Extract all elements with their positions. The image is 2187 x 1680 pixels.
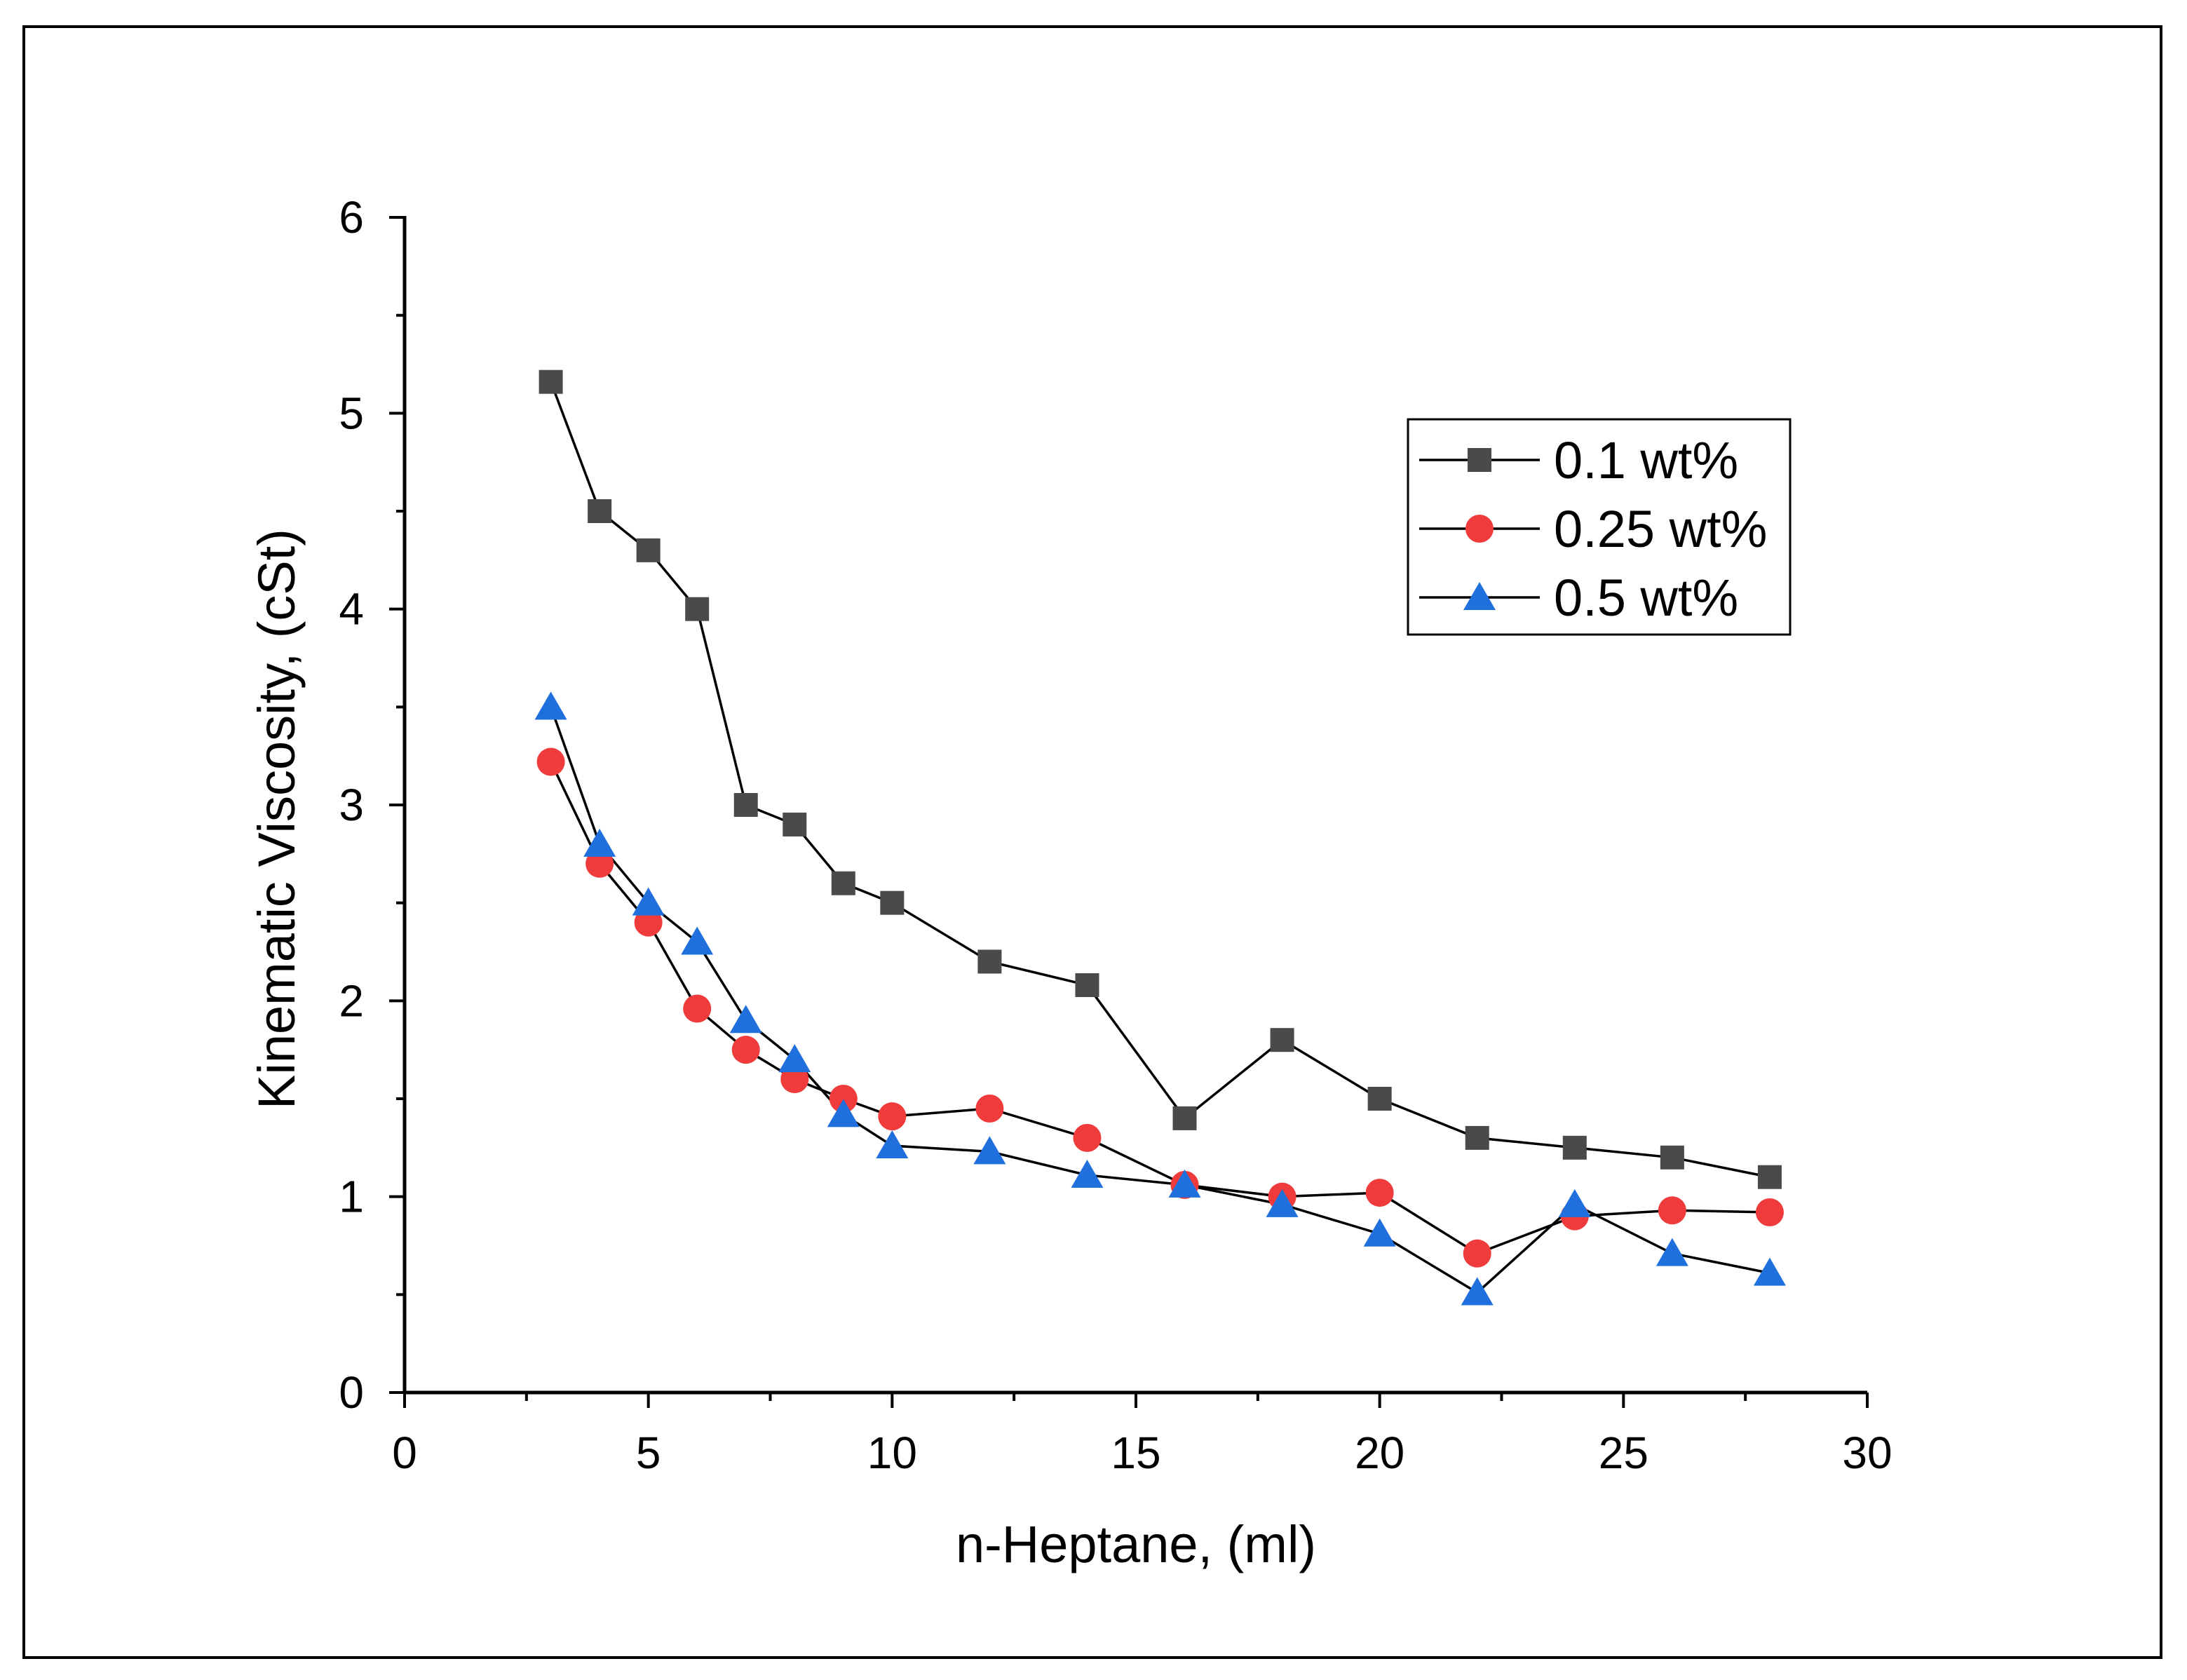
x-tick-label: 10 (867, 1428, 917, 1478)
legend-label-3: 0.5 wt% (1554, 569, 1738, 627)
data-point-series-2 (1658, 1196, 1686, 1225)
data-point-series-1 (636, 538, 661, 562)
legend-marker-3 (1463, 582, 1496, 610)
data-point-series-1 (977, 949, 1002, 974)
data-point-series-3 (1558, 1188, 1591, 1217)
y-tick-label: 5 (339, 388, 364, 438)
figure-frame (22, 25, 2162, 1659)
data-point-series-3 (1266, 1188, 1299, 1217)
x-axis-title: n-Heptane, (ml) (956, 1515, 1316, 1573)
data-point-series-2 (731, 1036, 760, 1064)
data-point-series-2 (1755, 1198, 1784, 1227)
legend: 0.1 wt% 0.25 wt% 0.5 wt% (1407, 418, 1792, 636)
x-tick-label: 0 (392, 1428, 417, 1478)
data-point-series-1 (880, 890, 905, 915)
data-point-series-1 (685, 597, 710, 621)
legend-label-1: 0.1 wt% (1554, 431, 1738, 489)
x-tick-label: 25 (1599, 1428, 1648, 1478)
y-tick-label: 3 (339, 780, 364, 830)
axes: 0 5 10 15 20 25 30 0 1 2 3 4 5 6 (339, 192, 1892, 1478)
data-point-series-1 (1465, 1125, 1489, 1150)
data-point-series-1 (733, 793, 758, 817)
data-point-series-3 (973, 1136, 1006, 1165)
data-point-series-3 (534, 691, 567, 720)
data-point-series-2 (829, 1085, 858, 1113)
data-point-series-1 (1367, 1087, 1392, 1111)
data-point-series-1 (1270, 1028, 1294, 1052)
data-point-series-1 (1757, 1165, 1782, 1189)
data-point-series-3 (729, 1005, 762, 1034)
data-point-series-3 (1168, 1169, 1201, 1198)
legend-marker-1 (1468, 448, 1491, 472)
data-point-series-2 (1463, 1239, 1491, 1268)
data-point-series-1 (539, 370, 563, 394)
data-point-series-2 (1073, 1123, 1102, 1152)
x-tick-label: 5 (636, 1428, 661, 1478)
data-point-series-3 (1461, 1277, 1494, 1306)
data-point-series-3 (1656, 1238, 1688, 1266)
data-point-series-1 (783, 812, 807, 836)
y-tick-label: 0 (339, 1367, 364, 1418)
data-point-series-3 (876, 1130, 909, 1159)
data-point-series-2 (683, 994, 712, 1023)
y-tick-label: 1 (339, 1172, 364, 1222)
data-point-series-2 (878, 1102, 907, 1131)
data-point-series-1 (1562, 1135, 1587, 1160)
series-line-2 (550, 761, 1770, 1255)
legend-marker-2 (1465, 515, 1494, 543)
data-point-series-2 (536, 747, 565, 776)
data-point-series-3 (681, 926, 714, 955)
y-tick-label: 6 (339, 192, 364, 243)
x-tick-label: 15 (1111, 1428, 1160, 1478)
data-point-series-3 (778, 1044, 811, 1073)
data-point-series-3 (1363, 1218, 1396, 1247)
data-point-series-1 (1075, 973, 1099, 997)
y-tick-label: 4 (339, 584, 364, 635)
data-point-series-2 (1365, 1179, 1394, 1207)
series-markers (534, 370, 1786, 1306)
data-point-series-3 (583, 828, 616, 857)
data-point-series-1 (831, 871, 855, 895)
x-tick-label: 30 (1842, 1428, 1892, 1478)
data-point-series-1 (588, 499, 612, 523)
data-point-series-3 (1071, 1159, 1104, 1188)
data-point-series-1 (1660, 1145, 1684, 1170)
x-tick-label: 20 (1355, 1428, 1404, 1478)
legend-label-2: 0.25 wt% (1554, 500, 1767, 558)
series-line-3 (549, 706, 1770, 1294)
y-axis-title: Kinematic Viscosity, (cSt) (248, 529, 306, 1109)
data-point-series-2 (975, 1094, 1004, 1123)
data-point-series-3 (632, 887, 665, 916)
data-point-series-1 (1172, 1106, 1197, 1130)
y-tick-label: 2 (339, 975, 364, 1026)
data-point-series-3 (827, 1099, 860, 1127)
data-point-series-3 (1753, 1257, 1786, 1286)
